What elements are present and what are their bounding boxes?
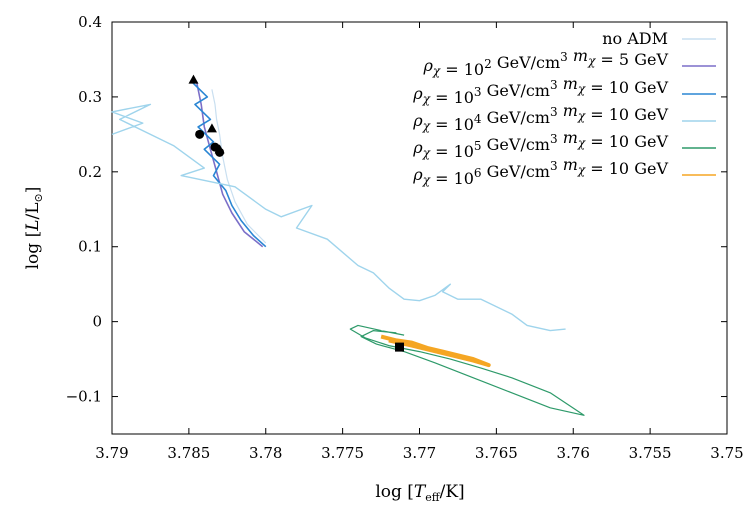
legend-entry-3: ρχ = 103 GeV/cm3 mχ = 10 GeV <box>412 74 668 107</box>
y-tick-label: 0.4 <box>78 13 102 31</box>
legend-entry-6: ρχ = 106 GeV/cm3 mχ = 10 GeV <box>412 155 668 188</box>
marker-layer <box>188 74 405 352</box>
x-tick-label: 3.79 <box>95 444 128 462</box>
y-tick-label: 0.2 <box>78 163 102 181</box>
x-tick-label: 3.78 <box>249 444 282 462</box>
y-tick-label: 0 <box>92 313 102 331</box>
x-tick-label: 3.775 <box>321 444 364 462</box>
series-line-1 <box>211 89 267 244</box>
y-tick-label: 0.1 <box>78 238 102 256</box>
x-tick-label: 3.765 <box>475 444 518 462</box>
legend-entry-5: ρχ = 105 GeV/cm3 mχ = 10 GeV <box>412 128 668 161</box>
series-line-3 <box>191 81 267 248</box>
series-line-5 <box>349 324 585 416</box>
x-tick-label: 3.76 <box>557 444 590 462</box>
y-tick-label: −0.1 <box>66 388 102 406</box>
ticks-layer: 3.79 3.785 3.78 3.775 3.77 3.765 3.76 3.755 3.75… <box>66 13 744 462</box>
y-tick-label: 0.3 <box>78 88 102 106</box>
x-tick-label: 3.75 <box>710 444 743 462</box>
circle-marker <box>195 129 205 139</box>
series-line-4 <box>111 103 566 332</box>
circle-marker <box>215 147 225 157</box>
legend-entry-2: ρχ = 102 GeV/cm3 mχ = 5 GeV <box>422 46 668 79</box>
triangle-marker <box>206 123 217 133</box>
series-line-2 <box>195 81 264 248</box>
y-axis-label: log [L/L⊙] <box>23 187 45 270</box>
square-marker <box>395 342 405 352</box>
series-line-6 <box>380 334 491 368</box>
x-tick-label: 3.755 <box>629 444 672 462</box>
legend-entry-1: no ADM <box>602 29 668 48</box>
triangle-marker <box>188 74 199 84</box>
x-tick-label: 3.785 <box>167 444 210 462</box>
x-tick-label: 3.77 <box>403 444 436 462</box>
legend-entry-4: ρχ = 104 GeV/cm3 mχ = 10 GeV <box>412 101 668 134</box>
x-axis-label: log [Teff/K] <box>375 482 464 504</box>
series-layer <box>111 81 585 416</box>
